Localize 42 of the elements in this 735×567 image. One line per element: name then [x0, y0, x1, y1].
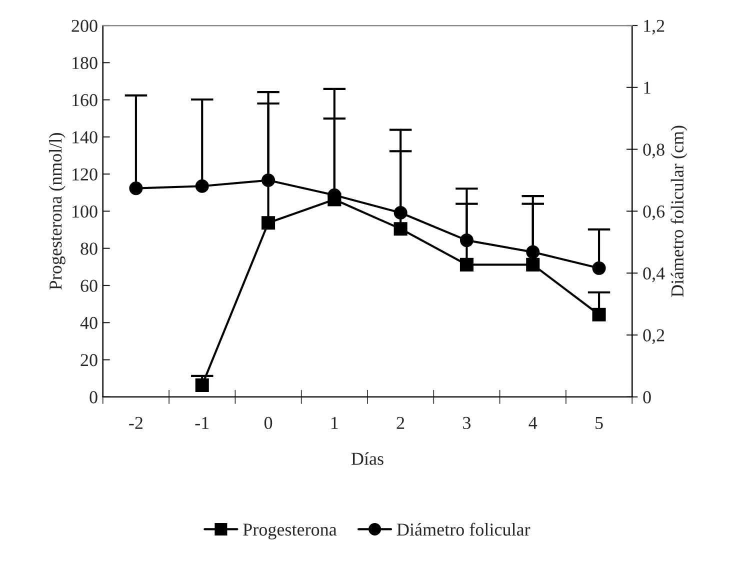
y-tick-label: 140 [72, 131, 98, 144]
y2-tick-label: 0,2 [643, 329, 664, 344]
y-tick-label: 60 [80, 280, 98, 292]
legend-label: Progesterona [243, 524, 337, 540]
point [195, 179, 209, 193]
point [592, 308, 606, 322]
x-tick-label: 4 [528, 416, 538, 429]
x-tick-label: 3 [463, 416, 471, 430]
y-axis-title: Progesterona (nmol/l) [48, 133, 66, 290]
y2-axis-title: Diámetro folicular (cm) [670, 126, 688, 297]
y-tick-label: 100 [72, 205, 98, 218]
x-axis-title: Días [351, 452, 384, 465]
y2-tick-label: 0,4 [643, 267, 665, 282]
y-tick-label: 120 [72, 168, 98, 181]
point [394, 222, 408, 236]
y-tick-label: 180 [72, 56, 98, 70]
y2-tick-label: 0 [643, 391, 651, 404]
y2-tick-label: 1 [644, 82, 650, 94]
point [262, 216, 276, 230]
point [195, 378, 209, 392]
x-tick-label: 2 [396, 416, 404, 429]
y-tick-label: 20 [80, 354, 98, 366]
x-tick-label: -1 [195, 416, 209, 429]
y-tick-label: 80 [80, 242, 98, 255]
x-tick-label: -2 [129, 416, 142, 429]
point [460, 258, 474, 272]
y-tick-label: 200 [72, 20, 98, 32]
y-tick-label: 160 [72, 94, 98, 106]
point [592, 261, 606, 275]
point [526, 245, 540, 259]
y2-tick-label: 0,8 [643, 144, 664, 158]
y2-tick-label: 0,6 [643, 205, 665, 220]
point [129, 182, 143, 196]
point [394, 206, 408, 220]
y-tick-label: 0 [90, 391, 98, 404]
y2-tick-label: 1,2 [644, 20, 664, 35]
x-tick-label: 1 [332, 416, 338, 429]
legend-label: Diámetro folicular [396, 522, 530, 536]
point [526, 258, 540, 272]
y-tick-label: 40 [80, 316, 98, 330]
x-tick-label: 0 [264, 416, 272, 430]
x-tick-label: 5 [596, 417, 603, 430]
